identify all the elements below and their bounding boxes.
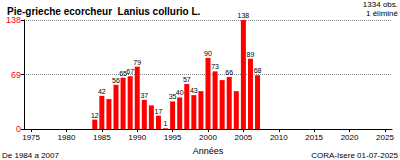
- svg-text:67: 67: [126, 68, 134, 75]
- svg-text:1: 1: [164, 120, 168, 127]
- svg-text:Années: Années: [193, 146, 224, 156]
- svg-text:79: 79: [133, 59, 141, 66]
- svg-text:1334 obs.: 1334 obs.: [363, 0, 398, 9]
- svg-text:De 1984 a 2007: De 1984 a 2007: [2, 151, 59, 160]
- svg-text:12: 12: [91, 112, 99, 119]
- svg-text:138: 138: [238, 12, 250, 19]
- svg-text:CORA-Isere 01-07-2025: CORA-Isere 01-07-2025: [311, 151, 398, 160]
- svg-text:0: 0: [16, 124, 21, 134]
- svg-text:69: 69: [11, 70, 21, 80]
- svg-text:1980: 1980: [58, 133, 76, 142]
- svg-text:Pie-grieche ecorcheur Lanius: Pie-grieche ecorcheur Lanius collurio L.: [7, 6, 201, 17]
- svg-text:66: 66: [225, 69, 233, 76]
- svg-text:68: 68: [254, 67, 262, 74]
- svg-text:1985: 1985: [93, 133, 111, 142]
- svg-text:37: 37: [140, 92, 148, 99]
- svg-text:138: 138: [6, 15, 21, 25]
- svg-text:2020: 2020: [341, 133, 359, 142]
- svg-text:35: 35: [168, 93, 177, 101]
- svg-text:2010: 2010: [270, 133, 288, 142]
- svg-text:1995: 1995: [164, 133, 182, 142]
- svg-text:2015: 2015: [305, 133, 323, 142]
- svg-text:73: 73: [211, 63, 219, 70]
- svg-text:17: 17: [155, 108, 163, 115]
- svg-text:42: 42: [98, 88, 106, 95]
- svg-text:2000: 2000: [199, 133, 217, 142]
- svg-text:65: 65: [119, 69, 127, 77]
- svg-text:40: 40: [176, 89, 184, 96]
- svg-text:2005: 2005: [234, 133, 252, 142]
- svg-text:2025: 2025: [376, 133, 394, 142]
- svg-text:1 éliminé: 1 éliminé: [366, 9, 399, 18]
- svg-text:56: 56: [112, 77, 120, 84]
- svg-text:57: 57: [183, 76, 191, 83]
- svg-text:1975: 1975: [22, 133, 40, 142]
- svg-text:90: 90: [204, 50, 212, 57]
- svg-text:1990: 1990: [128, 133, 146, 142]
- svg-text:89: 89: [247, 51, 255, 58]
- svg-text:43: 43: [190, 87, 198, 94]
